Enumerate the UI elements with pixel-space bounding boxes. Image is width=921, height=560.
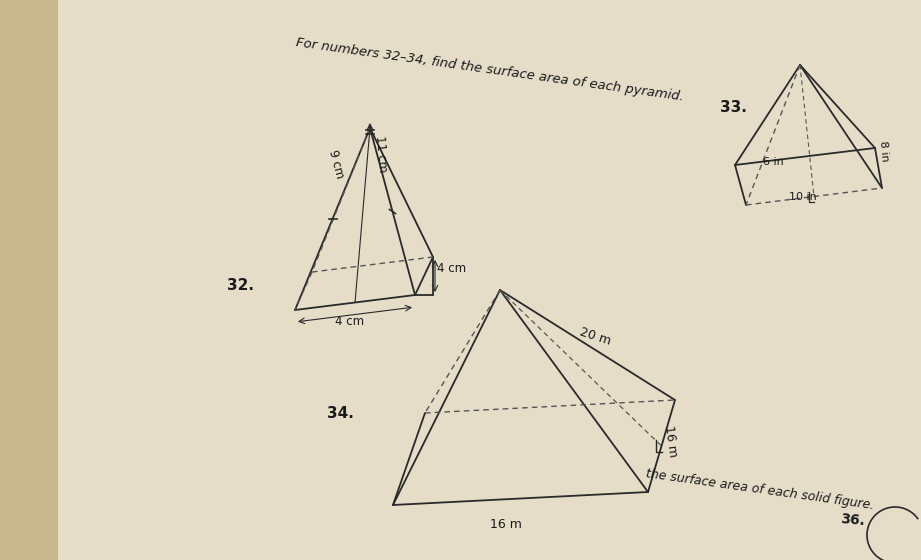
Text: 11 cm: 11 cm xyxy=(373,136,390,173)
Text: 16 m: 16 m xyxy=(490,518,522,531)
Text: 10 in: 10 in xyxy=(789,192,817,202)
Text: 20 m: 20 m xyxy=(578,326,612,348)
Text: 8 in: 8 in xyxy=(878,141,890,162)
Text: 34.: 34. xyxy=(327,406,354,421)
Polygon shape xyxy=(780,0,921,160)
Text: the surface area of each solid figure.: the surface area of each solid figure. xyxy=(645,468,875,512)
Text: 4 cm: 4 cm xyxy=(437,262,466,275)
Text: 32.: 32. xyxy=(227,278,254,293)
Text: 9 cm: 9 cm xyxy=(326,148,346,180)
Text: 16 m: 16 m xyxy=(662,424,680,458)
Text: 4 cm: 4 cm xyxy=(335,315,364,328)
Text: 6 in: 6 in xyxy=(763,157,784,167)
Text: For numbers 32–34, find the surface area of each pyramid.: For numbers 32–34, find the surface area… xyxy=(296,36,684,104)
Polygon shape xyxy=(55,0,921,560)
FancyBboxPatch shape xyxy=(0,0,58,560)
Text: 36.: 36. xyxy=(840,512,866,528)
Text: 33.: 33. xyxy=(720,100,747,115)
